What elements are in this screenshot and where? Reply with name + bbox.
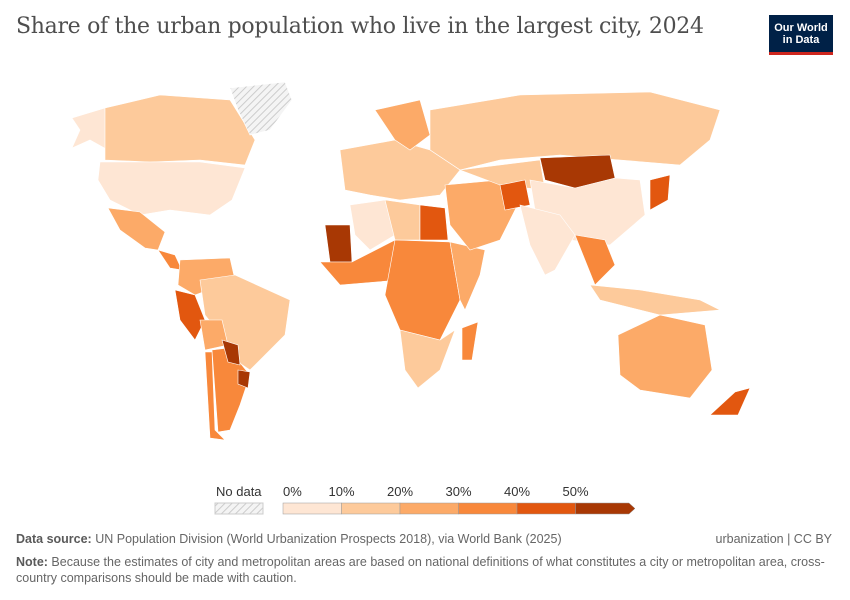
map-legend: No data 0% 10% 20% 30% 40% 50% — [214, 484, 636, 515]
country-region-central-africa[interactable] — [384, 239, 461, 341]
country-region-central-america[interactable] — [157, 249, 183, 271]
country-region-afghanistan[interactable] — [499, 179, 531, 211]
world-map — [71, 81, 751, 441]
legend-tick-label: 0% — [283, 484, 302, 499]
data-source: Data source: UN Population Division (Wor… — [16, 532, 562, 546]
country-region-mexico[interactable] — [107, 207, 166, 251]
country-region-australia[interactable] — [617, 314, 713, 399]
country-region-paraguay[interactable] — [221, 339, 241, 366]
country-region-greenland[interactable] — [229, 81, 293, 136]
country-region-southeast-asia[interactable] — [574, 234, 616, 286]
legend-tick-label: 50% — [562, 484, 588, 499]
legend-bin-2[interactable] — [399, 502, 459, 515]
legend-bin-5[interactable] — [575, 502, 636, 515]
license[interactable]: urbanization | CC BY — [715, 532, 833, 546]
country-region-algeria[interactable] — [349, 199, 396, 251]
legend-bin-0[interactable] — [282, 502, 342, 515]
note: Note: Because the estimates of city and … — [16, 554, 826, 586]
chart-title: Share of the urban population who live i… — [16, 14, 704, 39]
legend-no-data-label: No data — [216, 484, 262, 499]
legend-no-data-swatch[interactable] — [214, 502, 264, 515]
country-region-northern-europe[interactable] — [374, 99, 431, 151]
legend-bin-1[interactable] — [341, 502, 401, 515]
logo-text: in Data — [782, 33, 820, 46]
country-region-southern-africa[interactable] — [399, 329, 456, 389]
country-region-india[interactable] — [519, 204, 576, 276]
country-region-uruguay[interactable] — [237, 369, 251, 389]
country-region-indonesia[interactable] — [589, 284, 722, 316]
country-region-united-states[interactable] — [97, 161, 246, 216]
note-label: Note: — [16, 555, 48, 569]
country-region-japan[interactable] — [649, 174, 671, 211]
note-text: Because the estimates of city and metrop… — [16, 555, 825, 585]
owid-logo[interactable]: Our World in Data — [769, 15, 833, 55]
country-region-canada[interactable] — [104, 94, 256, 166]
legend-bin-3[interactable] — [458, 502, 518, 515]
country-region-new-zealand[interactable] — [709, 387, 751, 416]
country-region-peru[interactable] — [174, 289, 206, 341]
country-region-madagascar[interactable] — [461, 321, 479, 361]
source-text[interactable]: UN Population Division (World Urbanizati… — [91, 532, 562, 546]
country-region-east-africa[interactable] — [449, 241, 486, 311]
country-region-chile[interactable] — [204, 351, 226, 441]
country-region-egypt[interactable] — [419, 204, 449, 241]
country-region-mongolia[interactable] — [539, 154, 616, 189]
source-label: Data source: — [16, 532, 92, 546]
legend-tick-label: 30% — [445, 484, 471, 499]
legend-tick-label: 40% — [504, 484, 530, 499]
country-region-mauritania[interactable] — [324, 224, 353, 263]
country-region-alaska[interactable] — [71, 107, 109, 151]
legend-tick-label: 10% — [328, 484, 354, 499]
logo-text: Our World — [774, 21, 828, 34]
legend-bin-4[interactable] — [516, 502, 576, 515]
legend-tick-label: 20% — [387, 484, 413, 499]
